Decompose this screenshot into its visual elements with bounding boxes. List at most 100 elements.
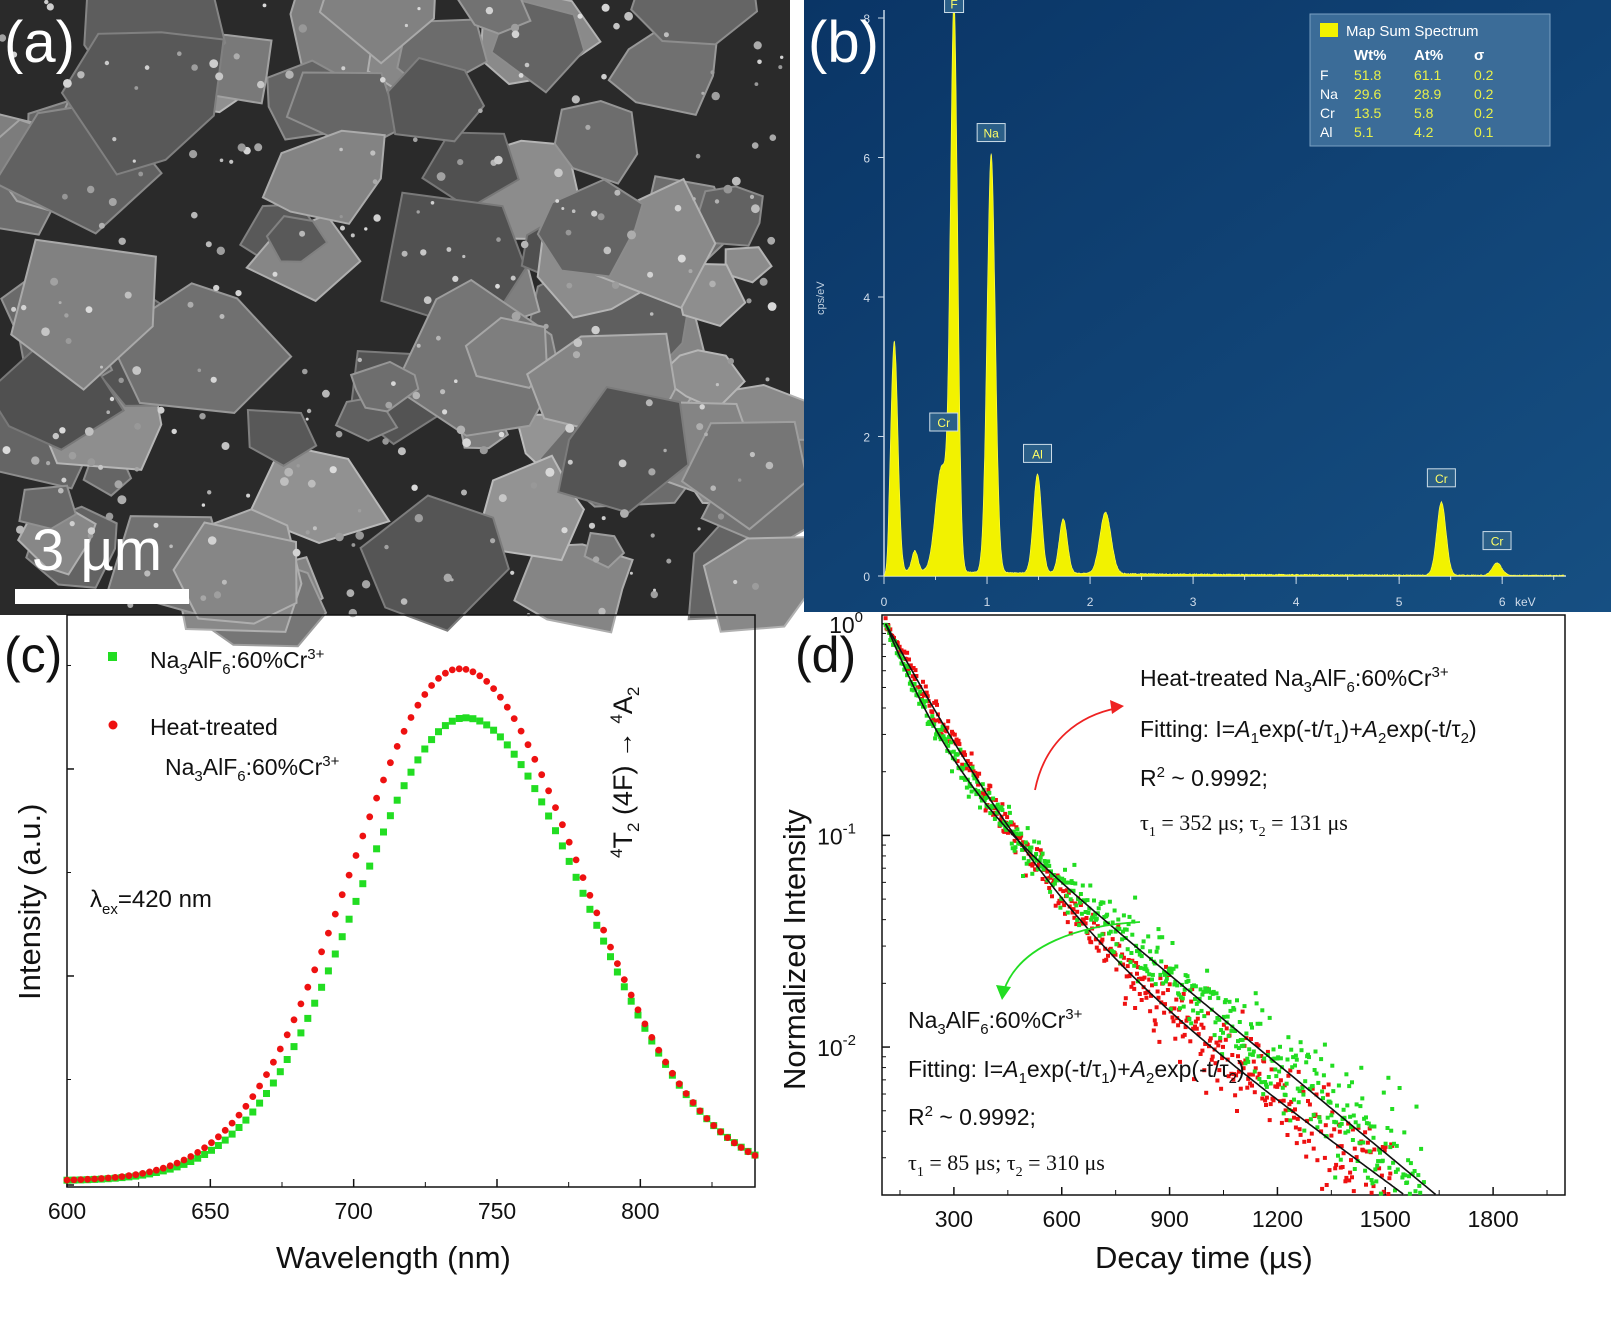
d-red-point bbox=[1323, 1123, 1328, 1128]
sem-speck bbox=[322, 389, 330, 398]
d-green-point bbox=[1345, 1103, 1350, 1108]
sem-speck bbox=[46, 461, 51, 466]
d-green-point bbox=[988, 811, 993, 816]
decay-panel: (d) 300 600 900 1200 1500 1800 100 10-1 10-2 Nor… bbox=[777, 609, 1566, 1275]
d-green-point bbox=[1181, 1004, 1186, 1009]
d-green-point bbox=[1172, 982, 1177, 987]
sem-speck bbox=[765, 461, 774, 470]
sem-speck bbox=[597, 213, 605, 221]
d-green-point bbox=[1187, 1017, 1192, 1021]
d-red-point bbox=[1245, 1085, 1250, 1090]
c-legend-green-marker bbox=[108, 652, 117, 661]
sem-speck bbox=[372, 179, 378, 185]
d-green-point bbox=[1293, 1053, 1298, 1058]
d-red-point bbox=[930, 710, 935, 715]
d-green-point bbox=[1214, 991, 1219, 996]
d-red-point bbox=[1260, 1096, 1265, 1101]
sem-speck bbox=[134, 467, 140, 472]
c-green-point bbox=[304, 1014, 312, 1022]
sem-speck bbox=[307, 479, 316, 488]
d-red-point bbox=[1307, 1102, 1312, 1107]
sem-speck bbox=[62, 193, 68, 200]
c-legend-red-label-2: Na3AlF6:60%Cr3+ bbox=[165, 753, 340, 785]
sem-speck bbox=[134, 86, 139, 90]
d-red-point bbox=[1209, 1057, 1214, 1062]
d-red-point bbox=[1201, 1025, 1206, 1030]
d-green-point bbox=[1322, 1042, 1327, 1047]
c-green-point bbox=[208, 1146, 215, 1154]
d-green-point bbox=[951, 749, 956, 754]
sem-speck bbox=[416, 343, 421, 348]
d-red-point bbox=[1071, 907, 1076, 912]
d-red-point bbox=[1294, 1141, 1299, 1146]
d-green-point bbox=[895, 645, 900, 650]
d-green-point bbox=[1217, 1017, 1222, 1022]
d-red-point bbox=[1121, 962, 1125, 967]
c-green-point bbox=[297, 1029, 305, 1037]
d-red-point bbox=[1075, 909, 1080, 914]
d-green-point bbox=[1079, 911, 1084, 916]
d-red-point bbox=[1305, 1118, 1310, 1123]
d-red-point bbox=[1079, 921, 1084, 926]
sem-speck bbox=[221, 579, 227, 585]
d-green-point bbox=[966, 794, 971, 799]
eds-y-tick-label: 2 bbox=[863, 431, 870, 445]
d-green-point bbox=[1344, 1072, 1349, 1077]
d-red-point bbox=[1178, 1020, 1183, 1024]
d-red-point bbox=[1126, 958, 1131, 962]
d-red-point bbox=[1238, 1086, 1243, 1091]
c-red-point bbox=[662, 1058, 669, 1066]
d-green-point bbox=[1227, 999, 1232, 1004]
d-green-point bbox=[1093, 912, 1097, 917]
d-green-point bbox=[1065, 910, 1070, 915]
eds-spectrum bbox=[883, 0, 1565, 577]
d-green-point bbox=[1182, 987, 1187, 992]
d-green-point bbox=[1236, 1039, 1240, 1044]
d-red-point bbox=[1326, 1082, 1331, 1087]
d-red-point bbox=[1297, 1127, 1302, 1132]
d-green-point bbox=[935, 728, 940, 732]
d-green-point bbox=[1025, 826, 1030, 831]
d-green-point bbox=[1402, 1130, 1407, 1135]
d-red-point bbox=[1005, 815, 1010, 820]
d-green-point bbox=[1283, 1093, 1288, 1098]
c-red-point bbox=[607, 943, 614, 951]
sem-speck bbox=[59, 427, 66, 434]
d-green-point bbox=[1300, 1085, 1305, 1090]
d-green-point bbox=[970, 765, 975, 770]
d-green-point bbox=[1394, 1143, 1399, 1148]
d-green-point bbox=[1193, 984, 1198, 989]
d-green-point bbox=[1103, 921, 1108, 926]
d-green-point bbox=[1338, 1157, 1343, 1162]
d-green-point bbox=[992, 817, 997, 821]
d-green-point bbox=[1078, 900, 1082, 905]
sem-speck bbox=[124, 291, 132, 299]
sem-speck bbox=[767, 302, 777, 311]
d-red-point bbox=[1284, 1118, 1289, 1123]
d-green-point bbox=[1294, 1057, 1299, 1062]
d-red-point bbox=[1364, 1149, 1369, 1154]
d-green-point bbox=[1367, 1149, 1372, 1154]
d-green-point bbox=[1032, 839, 1037, 844]
d-red-point bbox=[1087, 936, 1092, 941]
c-red-point bbox=[497, 693, 504, 701]
c-red-point bbox=[696, 1107, 704, 1115]
sem-speck bbox=[153, 522, 159, 528]
sem-speck bbox=[485, 6, 494, 15]
d-red-point bbox=[1306, 1099, 1310, 1103]
d-green-point bbox=[1333, 1175, 1338, 1180]
d-green-point bbox=[923, 699, 928, 704]
sem-speck bbox=[205, 241, 212, 248]
c-red-point bbox=[393, 743, 401, 750]
c-green-point bbox=[324, 967, 332, 975]
sem-speck bbox=[452, 275, 459, 282]
d-green-point bbox=[1301, 1092, 1306, 1097]
d-green-point bbox=[1321, 1073, 1326, 1078]
d-green-point bbox=[1313, 1049, 1318, 1054]
d-red-point bbox=[1264, 1103, 1268, 1107]
d-red-point bbox=[1351, 1189, 1356, 1194]
sem-speck bbox=[733, 579, 738, 585]
sem-speck bbox=[462, 438, 471, 448]
sem-speck bbox=[65, 338, 72, 344]
sem-speck bbox=[495, 283, 500, 289]
